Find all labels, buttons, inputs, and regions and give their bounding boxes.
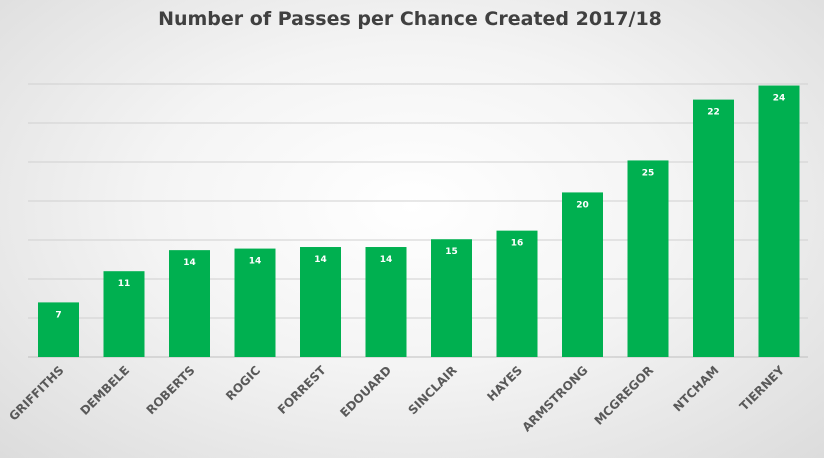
bar-forrest: [300, 247, 341, 357]
data-labels: 7 11 14 14 14 14 15 16 20 25 22 24: [55, 94, 785, 321]
bars: [38, 85, 800, 357]
data-label: 14: [183, 258, 196, 268]
x-tick-label: GRIFFITHS: [6, 363, 66, 423]
data-label: 15: [445, 247, 458, 257]
data-label: 16: [511, 239, 524, 249]
data-label: 25: [642, 168, 655, 178]
bar-armstrong: [562, 192, 603, 357]
bar-mcgregor: [627, 160, 669, 357]
x-tick-label: SINCLAIR: [405, 363, 459, 417]
bar-dembele: [103, 271, 145, 357]
data-label: 14: [314, 255, 327, 265]
bar-rogic: [234, 248, 276, 357]
data-label: 24: [773, 94, 786, 104]
x-axis-labels: GRIFFITHS DEMBELE ROBERTS ROGIC FORREST EDOUA…: [6, 363, 787, 435]
x-tick-label: NTCHAM: [670, 363, 721, 414]
data-label: 11: [118, 279, 131, 289]
x-tick-label: ROBERTS: [144, 363, 198, 417]
gridlines: [28, 83, 808, 358]
chart-title: Number of Passes per Chance Created 2017…: [158, 8, 662, 30]
x-tick-label: EDOUARD: [337, 363, 394, 420]
data-label: 14: [249, 257, 262, 267]
bar-roberts: [169, 250, 210, 357]
bar-tierney: [758, 85, 800, 357]
data-label: 20: [576, 200, 589, 210]
bar-edouard: [365, 247, 407, 357]
x-tick-label: ARMSTRONG: [519, 363, 590, 434]
x-tick-label: HAYES: [484, 363, 525, 404]
x-tick-label: MCGREGOR: [592, 363, 657, 428]
bar-hayes: [496, 230, 538, 357]
bar-ntcham: [693, 99, 734, 357]
data-label: 22: [707, 108, 720, 118]
bar-griffiths: [38, 302, 79, 357]
x-tick-label: FORREST: [275, 363, 329, 417]
x-tick-label: TIERNEY: [737, 363, 787, 413]
x-tick-label: ROGIC: [223, 363, 263, 403]
x-tick-label: DEMBELE: [77, 363, 132, 418]
data-label: 7: [55, 310, 61, 320]
data-label: 14: [380, 255, 393, 265]
bar-sinclair: [431, 239, 472, 357]
